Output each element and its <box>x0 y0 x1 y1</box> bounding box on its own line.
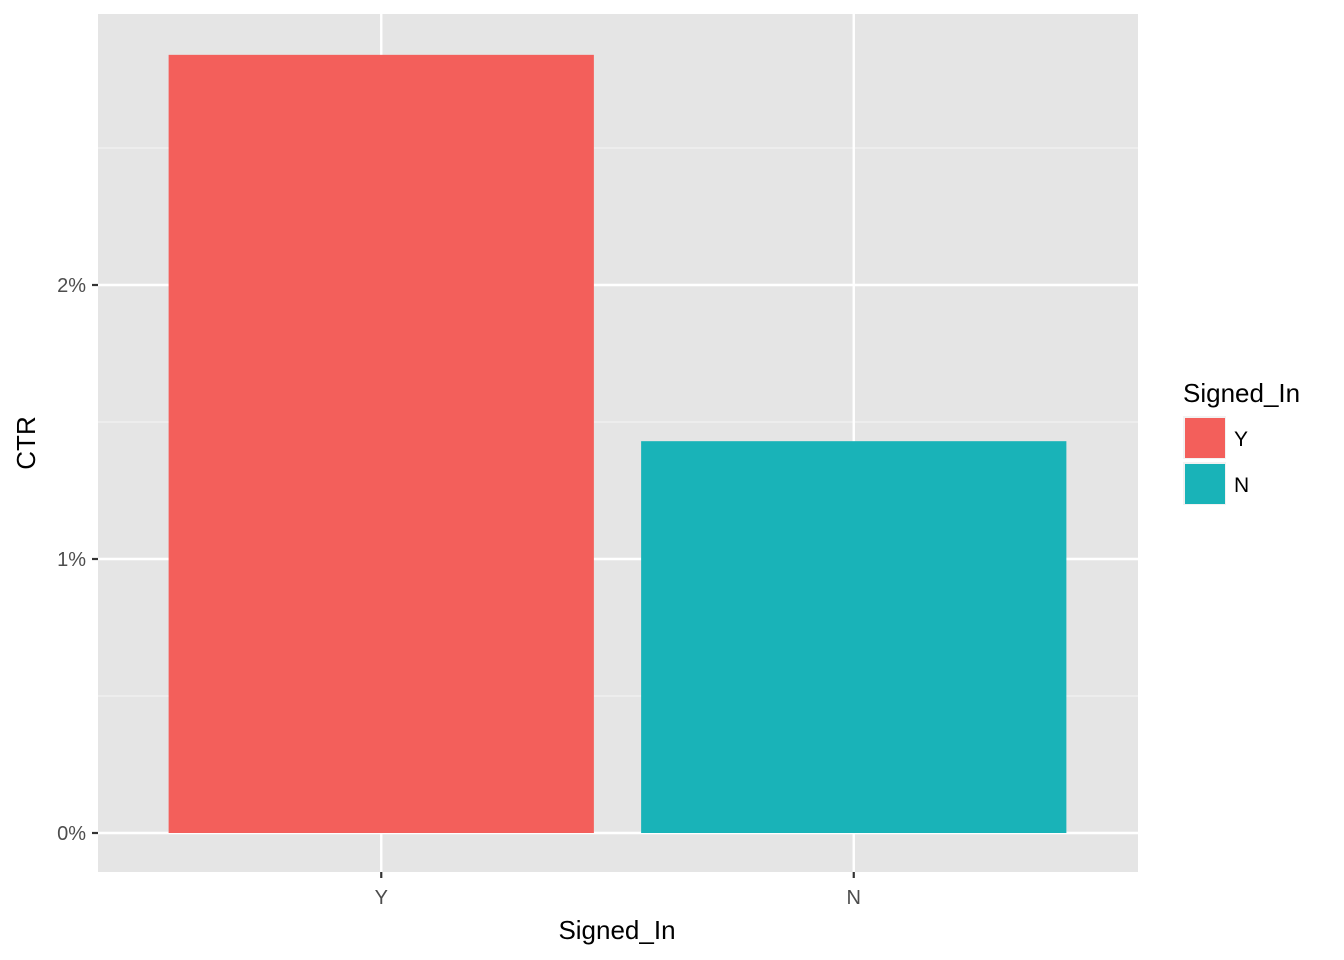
legend-label-n: N <box>1234 474 1249 497</box>
bar-n <box>641 441 1067 833</box>
y-tick-label: 2% <box>57 275 86 297</box>
x-tick-label: N <box>847 887 861 909</box>
legend-swatch-y <box>1185 418 1225 458</box>
y-axis: 0% 1% 2% <box>57 275 98 845</box>
y-axis-title: CTR <box>11 416 41 469</box>
y-tick-label: 1% <box>57 549 86 571</box>
bars <box>168 54 1067 833</box>
legend-label-y: Y <box>1234 428 1248 451</box>
x-tick-label: Y <box>375 887 388 909</box>
y-tick-label: 0% <box>57 823 86 845</box>
x-axis-title: Signed_In <box>558 915 675 945</box>
bar-y <box>168 54 594 833</box>
legend: Signed_In YN <box>1183 378 1300 505</box>
legend-title: Signed_In <box>1183 378 1300 408</box>
legend-swatch-n <box>1185 464 1225 504</box>
